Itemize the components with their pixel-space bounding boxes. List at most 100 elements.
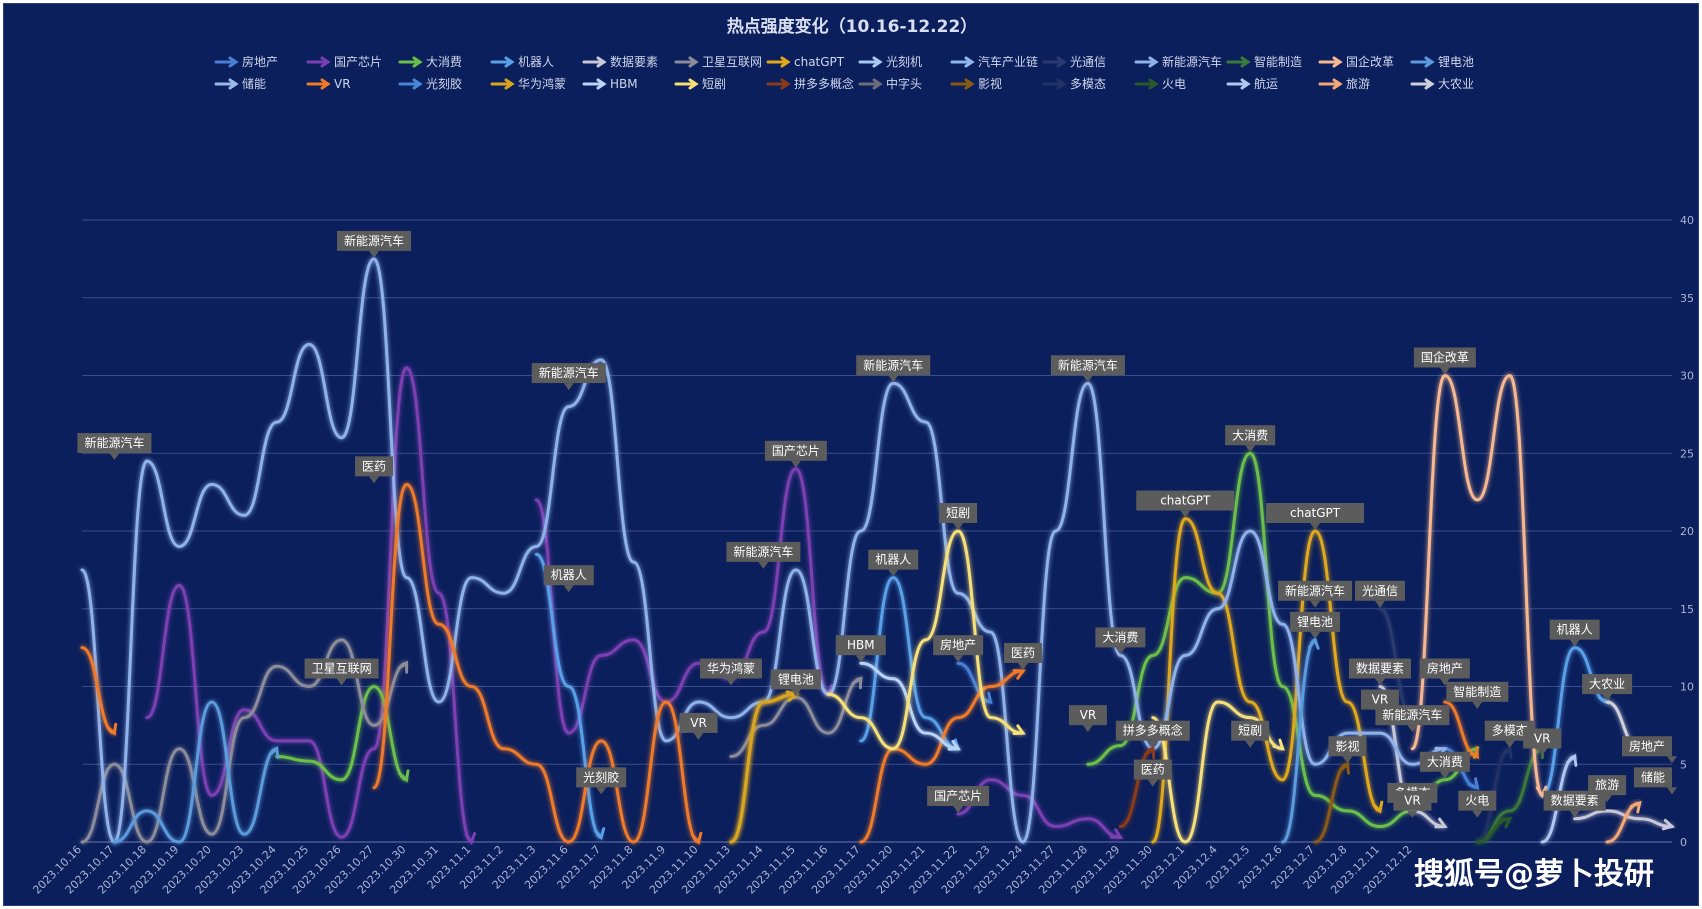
legend-label: HBM (610, 77, 638, 91)
annotation-callout: 智能制造 (1446, 681, 1509, 709)
annotation-callout: 国产芯片 (927, 786, 990, 813)
legend-swatch (306, 78, 331, 90)
callout-pointer (790, 460, 801, 468)
legend-item[interactable]: 大农业 (1410, 77, 1474, 91)
callout-box (337, 230, 412, 251)
callout-pointer (1147, 779, 1158, 787)
legend-label: 机器人 (518, 55, 554, 69)
series-arrowhead (1434, 817, 1448, 829)
callout-box (1413, 347, 1476, 368)
legend-label: chatGPT (794, 55, 845, 69)
legend-label: 国产芯片 (334, 55, 382, 69)
callout-label: 房地产 (1629, 738, 1665, 753)
series-arrowhead (464, 832, 477, 846)
legend-item[interactable]: 火电 (1134, 77, 1186, 91)
callout-pointer (726, 678, 736, 686)
legend-item[interactable]: 旅游 (1318, 77, 1370, 91)
callout-box (531, 363, 606, 384)
legend-item[interactable]: HBM (582, 77, 638, 91)
annotation-callout: 大农业 (1582, 674, 1633, 701)
callout-label: 多模态 (1492, 724, 1528, 738)
legend-item[interactable]: 智能制造 (1226, 54, 1302, 69)
series-arrowhead (1109, 828, 1124, 839)
annotation-callout: 光通信 (1354, 580, 1405, 608)
annotation-callout: 华为鸿蒙 (699, 658, 762, 686)
legend-item[interactable]: 国企改革 (1318, 54, 1394, 69)
callout-label: 短剧 (946, 506, 970, 520)
legend-item[interactable]: 新能源汽车 (1134, 54, 1222, 69)
callout-label: VR (1404, 794, 1421, 808)
legend-label: 智能制造 (1254, 54, 1302, 69)
legend-swatch (1410, 78, 1435, 90)
callout-label: 智能制造 (1453, 684, 1501, 699)
legend-item[interactable]: 汽车产业链 (950, 54, 1038, 69)
legend-item[interactable]: 光通信 (1042, 55, 1106, 69)
annotation-callout: VR (1393, 790, 1432, 818)
callout-label: 大消费 (1102, 630, 1138, 644)
legend-item[interactable]: 航运 (1226, 76, 1278, 91)
annotation-callout: 国企改革 (1413, 347, 1476, 375)
annotation-callout: chatGPT (1266, 503, 1365, 530)
callout-label: 火电 (1465, 794, 1489, 808)
legend-item[interactable]: 卫星互联网 (674, 55, 762, 69)
callout-box (868, 549, 919, 570)
annotation-callout: 国产芯片 (764, 440, 827, 468)
legend-item[interactable]: 房地产 (214, 54, 278, 69)
series-arrowhead (1661, 818, 1676, 831)
legend-label: 光刻胶 (426, 76, 462, 91)
legend-item[interactable]: 机器人 (490, 55, 554, 69)
callout-box (1068, 705, 1107, 726)
legend-item[interactable]: 多模态 (1042, 77, 1106, 91)
callout-box (1458, 790, 1497, 811)
callout-pointer (563, 383, 574, 391)
legend-item[interactable]: 中字头 (858, 76, 922, 91)
legend-item[interactable]: 光刻机 (858, 55, 922, 69)
legend-item[interactable]: 华为鸿蒙 (490, 77, 566, 91)
legend-swatch (1042, 78, 1067, 90)
legend-item[interactable]: VR (306, 77, 351, 91)
callout-box (77, 433, 152, 454)
series-arrowhead (1468, 746, 1479, 760)
legend-item[interactable]: 短剧 (674, 77, 726, 91)
annotation-callout: 大消费 (1095, 627, 1146, 655)
legend-item[interactable]: 国产芯片 (306, 55, 382, 69)
legend-item[interactable]: 大消费 (398, 55, 462, 69)
series-lines (80, 257, 1676, 846)
callout-box (1375, 705, 1450, 726)
annotation-callout: 新能源汽车 (1278, 580, 1353, 608)
annotation-callout: 大消费 (1419, 751, 1470, 779)
y-tick-label: 30 (1680, 370, 1694, 383)
series-line (859, 576, 960, 751)
callout-box (1136, 490, 1235, 511)
legend-item[interactable]: 拼多多概念 (766, 76, 854, 91)
callout-box (1446, 681, 1509, 702)
annotation-callout: chatGPT (1136, 490, 1235, 518)
y-tick-label: 40 (1680, 214, 1694, 227)
callout-box (1419, 751, 1470, 772)
legend-item[interactable]: 储能 (214, 76, 266, 91)
series-arrowhead (1144, 745, 1156, 760)
legend-item[interactable]: 影视 (950, 76, 1002, 91)
legend-label: 拼多多概念 (794, 76, 854, 91)
callout-pointer (1310, 631, 1321, 639)
legend-swatch (490, 56, 515, 68)
annotation-callout: 医药 (355, 456, 394, 484)
series-line (1281, 638, 1317, 844)
legend-item[interactable]: 锂电池 (1410, 54, 1474, 69)
legend-label: 影视 (978, 76, 1002, 91)
callout-label: 新能源汽车 (733, 544, 793, 559)
legend-label: 航运 (1254, 76, 1278, 91)
callout-label: 国企改革 (1421, 350, 1469, 365)
callout-box (1582, 674, 1633, 695)
legend-swatch (1042, 56, 1067, 68)
series-arrowhead (1012, 669, 1026, 680)
series-line (1573, 809, 1674, 828)
legend-item[interactable]: chatGPT (766, 55, 845, 69)
legend-swatch (1226, 78, 1251, 90)
callout-pointer (1082, 375, 1093, 383)
callout-box (304, 658, 379, 679)
legend-item[interactable]: 光刻胶 (398, 76, 462, 91)
legend-item[interactable]: 数据要素 (582, 54, 658, 69)
annotation-callout: 火电 (1458, 790, 1497, 818)
legend-label: 汽车产业链 (978, 54, 1038, 69)
